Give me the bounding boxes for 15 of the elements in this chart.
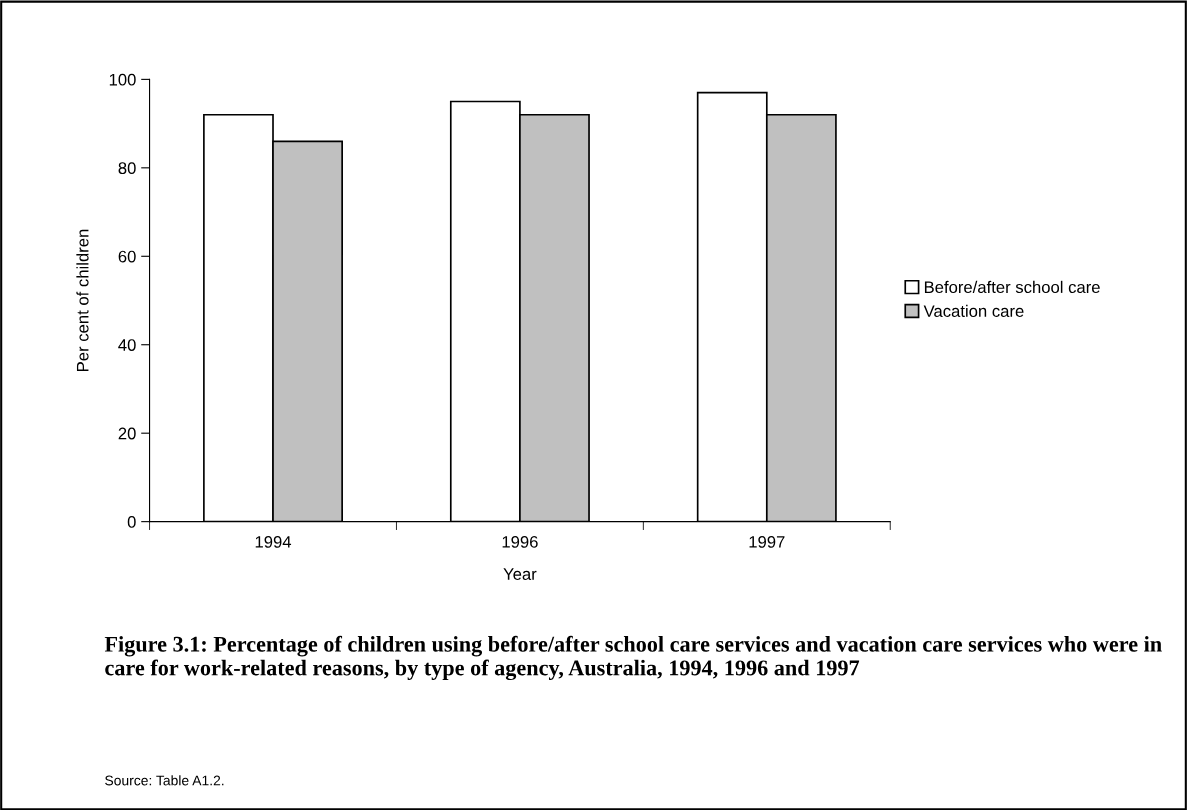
y-tick-label: 20 (118, 427, 136, 440)
y-tick-label: 80 (118, 162, 136, 175)
x-tick-label: 1997 (749, 535, 785, 548)
y-tick-label: 0 (127, 516, 136, 528)
x-tick-label: 1996 (502, 535, 538, 548)
y-axis-title: Per cent of children (76, 229, 89, 371)
legend-label: Before/after school care (924, 280, 1100, 294)
y-tick-label: 40 (118, 339, 136, 351)
x-tick-label: 1994 (255, 535, 292, 548)
x-axis-title: Year (503, 568, 537, 580)
y-tick-label: 60 (118, 250, 136, 263)
y-tick-label: 100 (109, 73, 136, 86)
source-note: Source: Table A1.2. (105, 775, 224, 786)
text: Figure 3.1: Percentage of children using before/after school care services and vacation care services who were in care for work-related reasons, by type of agency, Australia, 1994, 1996 and 1997 (104, 635, 1162, 681)
legend-label: Vacation care (923, 304, 1024, 318)
